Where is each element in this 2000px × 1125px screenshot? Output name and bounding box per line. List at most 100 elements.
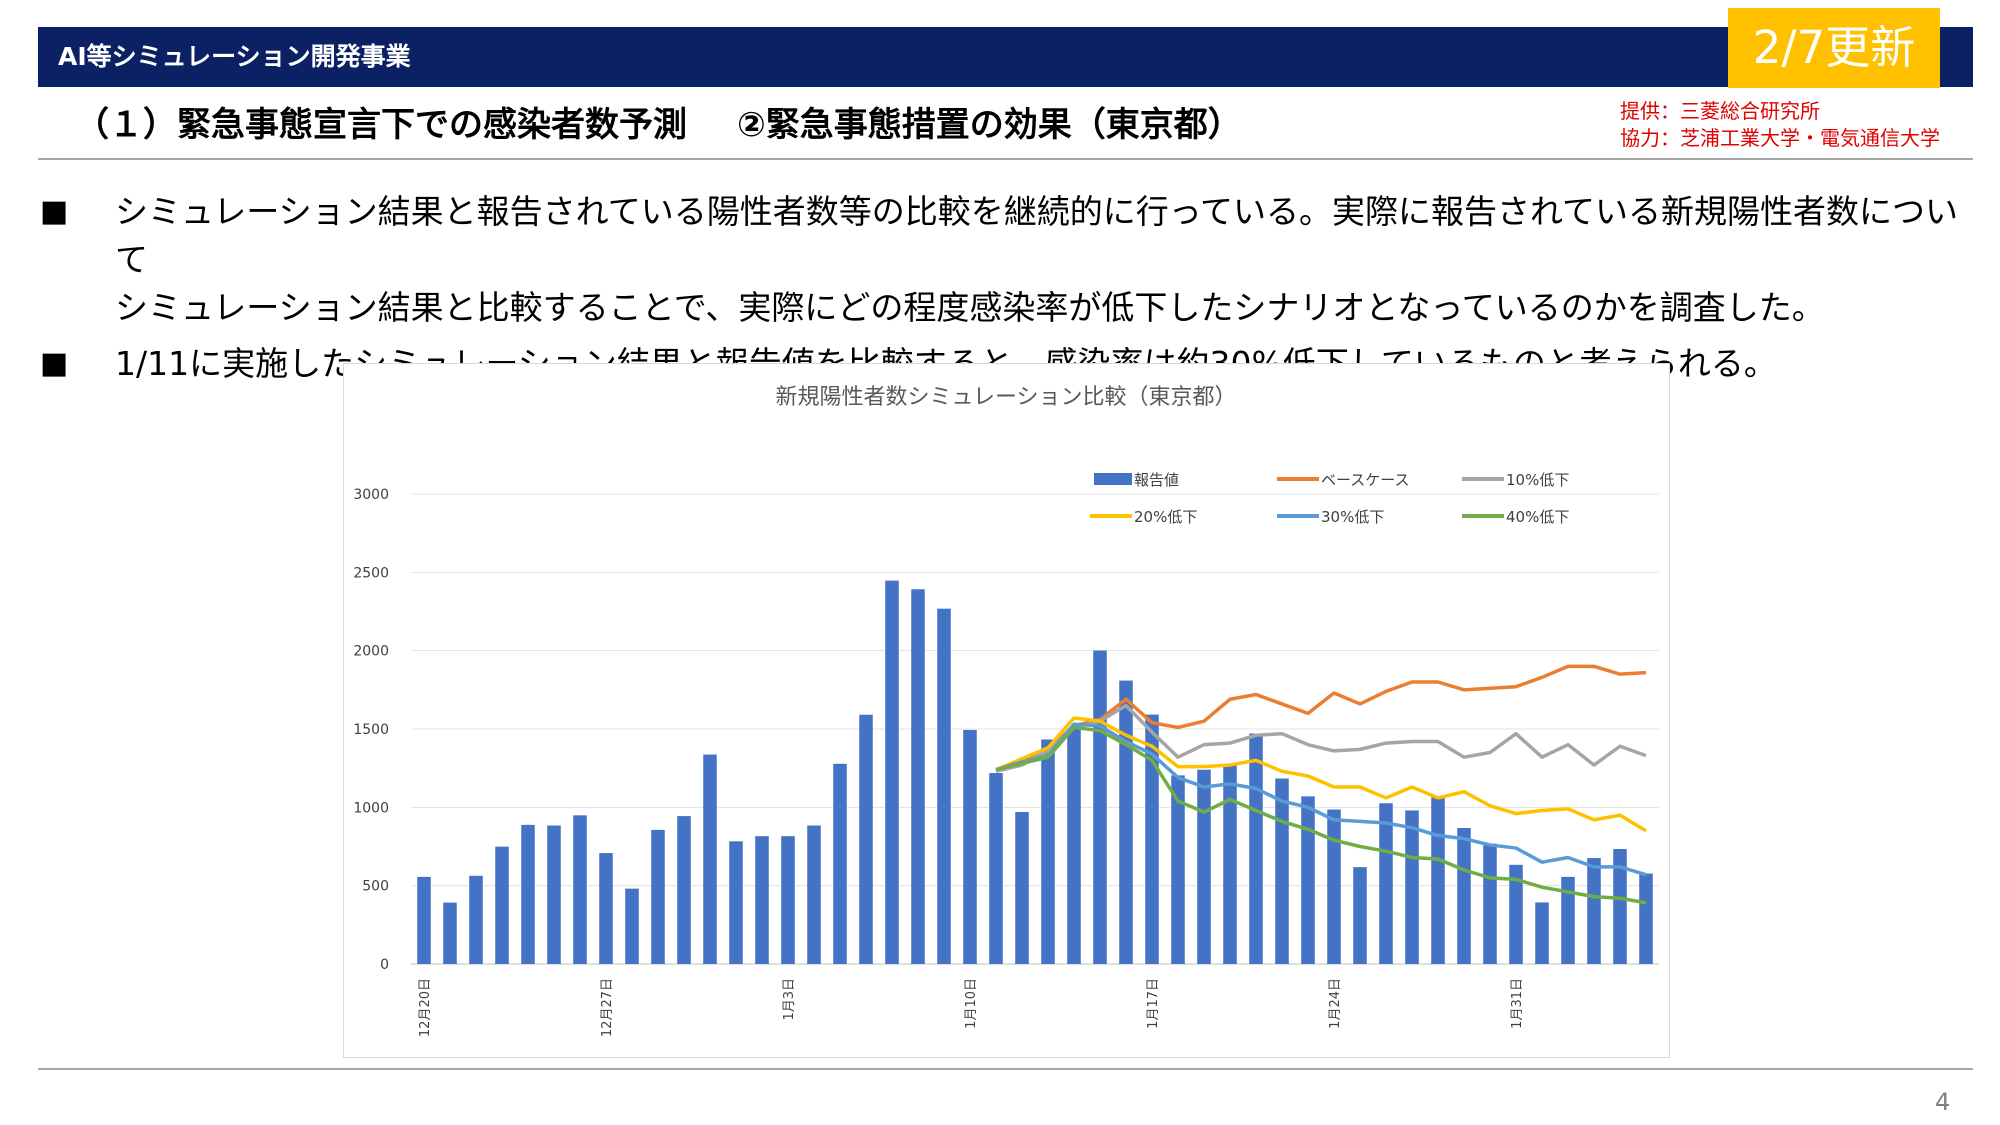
bar-reported [963,729,977,964]
bar-reported [1639,873,1653,964]
slide-subtitle: （１）緊急事態宣言下での感染者数予測 ②緊急事態措置の効果（東京都） [75,97,1242,153]
series-line [995,716,1647,833]
x-tick-label: 1月17日 [1146,978,1161,1029]
bar-reported [1483,843,1497,964]
legend-entry: 報告値 [1094,471,1179,489]
series-line [995,722,1647,877]
bar-reported [833,763,847,964]
series-line [995,664,1647,772]
subtitle-part1: （１）緊急事態宣言下での感染者数予測 [75,105,687,145]
bar-reported [1431,797,1445,964]
chart-legend: 報告値 ベースケース 10%低下 20%低下 30%低下 40%低下 [1090,471,1569,526]
bar-reported [1457,828,1471,964]
bar-reported [495,846,509,964]
bar-reported [1119,680,1133,964]
legend-entry: 20%低下 [1090,508,1197,526]
y-tick-label: 3000 [353,487,389,503]
bar-reported [521,824,535,964]
credit-provider: 提供：三菱総合研究所 [1620,99,1820,123]
bar-reported [1145,714,1159,964]
bar-reported [677,816,691,964]
page-number: 4 [1935,1088,1951,1116]
bar-reported [989,773,1003,964]
bar-reported [443,902,457,964]
bar-reported [1301,796,1315,964]
bar-reported [1613,849,1627,964]
bottom-divider [38,1068,1973,1070]
bullet-text: シミュレーション結果と報告されている陽性者数等の比較を継続的に行っている。実際に… [115,192,1959,327]
bar-reported [1249,733,1263,964]
bar-reported [807,825,821,964]
bar-reported [1041,739,1055,964]
bar-reported [937,608,951,964]
top-divider [38,158,1973,160]
positives-comparison-chart: 新規陽性者数シミュレーション比較（東京都） 0 500 1000 1500 2000 25… [353,385,1659,1037]
bullet-item: ■ シミュレーション結果と報告されている陽性者数等の比較を継続的に行っている。実… [40,188,1990,332]
bar-reported [911,589,925,964]
series-line [995,725,1647,905]
bar-reported [1015,812,1029,964]
x-tick-label: 12月20日 [418,978,433,1037]
bar-reported [755,836,769,964]
bar-reported [1405,810,1419,964]
header-bar: AI等シミュレーション開発事業 [38,27,1973,87]
credit-block: 提供：三菱総合研究所 協力：芝浦工業大学・電気通信大学 [1620,98,1940,152]
x-tick-label: 1月24日 [1328,978,1343,1029]
legend-swatch [1094,473,1132,485]
update-badge: 2/7更新 [1728,8,1940,88]
bar-reported [1197,769,1211,964]
bar-reported [1561,876,1575,964]
legend-entry: 10%低下 [1462,471,1569,489]
x-tick-label: 1月31日 [1510,978,1525,1029]
bullet-square-icon: ■ [40,346,69,381]
bar-reported [859,714,873,964]
x-tick-label: 1月3日 [782,978,797,1021]
y-tick-label: 500 [362,879,389,895]
line-series-group [995,664,1647,905]
bar-reported [625,888,639,964]
y-tick-label: 1000 [353,800,389,816]
bar-reported [1093,650,1107,964]
bar-reported [1171,775,1185,964]
bar-reported [651,829,665,964]
y-tick-label: 2000 [353,644,389,660]
x-axis-ticks: 12月20日 12月27日 1月3日 1月10日 1月17日 1月24日 1月31日 [418,978,1525,1037]
bar-reported [547,825,561,964]
legend-entry: 40%低下 [1462,508,1569,526]
grid-lines [411,493,1659,965]
bar-reported [1067,728,1081,964]
header-title: AI等シミュレーション開発事業 [58,42,411,71]
bar-reported [1587,858,1601,964]
bar-reported [703,754,717,964]
bar-reported [1353,867,1367,964]
legend-label: 40%低下 [1506,508,1569,526]
bar-reported [1275,778,1289,964]
bar-reported [885,580,899,964]
chart-container: 新規陽性者数シミュレーション比較（東京都） 0 500 1000 1500 2000 25… [343,363,1670,1058]
y-tick-label: 2500 [353,565,389,581]
bar-reported [729,841,743,964]
legend-label: ベースケース [1321,471,1410,489]
bar-reported [1327,809,1341,964]
bar-reported [573,815,587,964]
subtitle-part2: ②緊急事態措置の効果（東京都） [737,105,1242,145]
bullet-square-icon: ■ [40,194,69,229]
legend-label: 10%低下 [1506,471,1569,489]
legend-label: 20%低下 [1134,508,1197,526]
credit-cooperation: 協力：芝浦工業大学・電気通信大学 [1620,126,1940,150]
legend-entry: ベースケース [1277,471,1410,489]
legend-label: 30%低下 [1321,508,1384,526]
y-axis-ticks: 0 500 1000 1500 2000 2500 3000 [353,487,389,973]
x-tick-label: 12月27日 [600,978,615,1037]
y-tick-label: 0 [380,957,389,973]
bar-reported [781,836,795,964]
bar-reported [599,853,613,964]
bar-reported [469,875,483,964]
bar-reported [1379,803,1393,964]
legend-label: 報告値 [1134,471,1179,489]
x-tick-label: 1月10日 [964,978,979,1029]
y-tick-label: 1500 [353,722,389,738]
series-line [995,703,1647,774]
bar-reported [1509,864,1523,964]
bar-reported [1535,902,1549,964]
